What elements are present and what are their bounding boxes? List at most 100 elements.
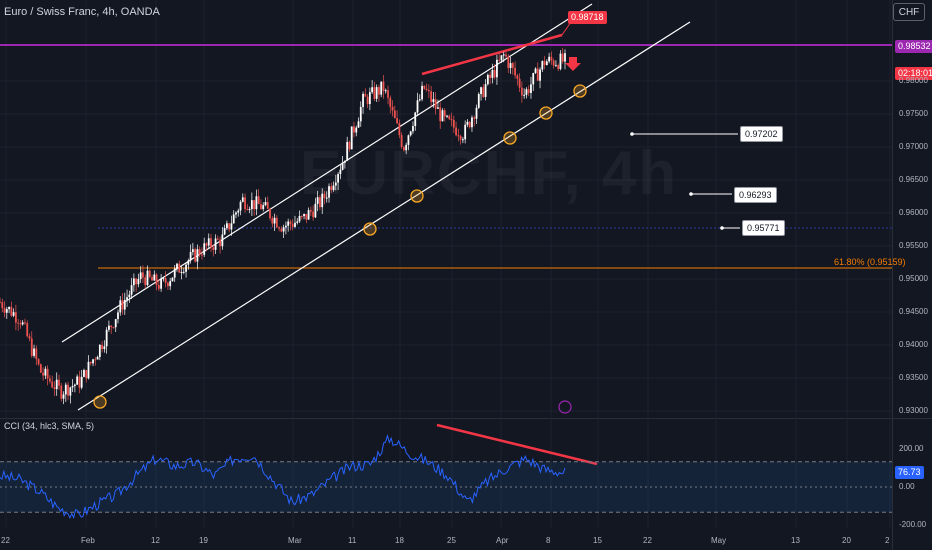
candle-body bbox=[73, 384, 76, 386]
candle-body bbox=[171, 277, 174, 282]
candle-body bbox=[146, 270, 149, 286]
candle-body bbox=[294, 222, 296, 227]
candle-body bbox=[246, 209, 249, 211]
candle-body bbox=[425, 88, 428, 90]
candle-body bbox=[278, 227, 280, 229]
touch-marker bbox=[410, 189, 424, 203]
time-tick: 8 bbox=[546, 536, 551, 545]
candle-body bbox=[500, 55, 503, 61]
candle-body bbox=[130, 285, 133, 295]
candle-body bbox=[123, 299, 126, 310]
candle-body bbox=[564, 53, 566, 62]
target-label-2[interactable]: 0.96293 bbox=[734, 187, 777, 203]
candle-body bbox=[176, 263, 178, 269]
candle-body bbox=[291, 224, 294, 227]
candle-body bbox=[475, 107, 478, 119]
candle-body bbox=[387, 90, 389, 98]
candle-body bbox=[144, 277, 147, 286]
price-tick: 0.95500 bbox=[899, 241, 928, 250]
candle-body bbox=[132, 278, 135, 286]
candle-body bbox=[173, 268, 176, 278]
cci-label[interactable]: CCI (34, hlc3, SMA, 5) bbox=[4, 421, 95, 431]
candle-body bbox=[3, 308, 6, 313]
candle-body bbox=[178, 263, 181, 273]
candle-body bbox=[455, 127, 457, 136]
candle-body bbox=[89, 361, 92, 364]
candle-body bbox=[237, 210, 240, 213]
target-label-3[interactable]: 0.95771 bbox=[742, 220, 785, 236]
currency-button[interactable]: CHF bbox=[893, 3, 925, 21]
cci-tick: 200.00 bbox=[899, 444, 924, 453]
candle-body bbox=[518, 78, 521, 88]
price-tick: 0.94000 bbox=[899, 340, 928, 349]
candle-body bbox=[323, 193, 326, 199]
candle-body bbox=[505, 54, 507, 57]
candle-body bbox=[269, 208, 271, 219]
candle-body bbox=[98, 344, 101, 357]
time-tick: 15 bbox=[593, 536, 602, 545]
candle-body bbox=[511, 63, 514, 68]
candle-body bbox=[393, 110, 396, 119]
candle-body bbox=[516, 75, 519, 79]
candle-body bbox=[371, 87, 374, 93]
target-dot bbox=[630, 132, 634, 136]
candle-body bbox=[559, 53, 562, 70]
candle-body bbox=[341, 162, 344, 170]
candle-body bbox=[207, 238, 210, 246]
candle-body bbox=[343, 160, 346, 163]
candle-body bbox=[33, 348, 35, 356]
candle-body bbox=[142, 272, 144, 278]
candle-body bbox=[375, 87, 378, 99]
target-dot bbox=[689, 192, 693, 196]
candle-body bbox=[353, 126, 355, 133]
candle-body bbox=[126, 297, 128, 300]
candle-body bbox=[391, 106, 394, 111]
candle-body bbox=[443, 110, 446, 117]
candle-body bbox=[239, 201, 242, 211]
time-tick: Apr bbox=[496, 536, 509, 545]
candle-body bbox=[412, 126, 414, 132]
candle-body bbox=[148, 270, 151, 277]
candle-body bbox=[441, 110, 444, 122]
candle-body bbox=[0, 302, 1, 304]
channel-lower-line bbox=[77, 21, 691, 411]
time-tick: 11 bbox=[348, 536, 357, 545]
candle-body bbox=[382, 81, 385, 91]
candle-body bbox=[464, 124, 467, 140]
candle-body bbox=[12, 312, 15, 316]
candle-body bbox=[275, 217, 278, 228]
candle-body bbox=[155, 274, 158, 286]
candle-body bbox=[214, 238, 217, 250]
candle-body bbox=[189, 252, 192, 261]
candle-body bbox=[85, 370, 88, 379]
candle-body bbox=[337, 174, 339, 183]
candle-body bbox=[83, 370, 85, 377]
candle-body bbox=[250, 200, 253, 210]
candle-body bbox=[137, 278, 140, 285]
candle-body bbox=[303, 214, 305, 217]
candle-body bbox=[182, 271, 185, 273]
symbol-title[interactable]: Euro / Swiss Franc, 4h, OANDA bbox=[4, 6, 160, 18]
candle-body bbox=[452, 119, 455, 128]
candle-body bbox=[432, 99, 435, 103]
candle-body bbox=[439, 107, 442, 122]
candle-body bbox=[96, 356, 99, 360]
level-price-tag: 0.98532 bbox=[895, 40, 932, 53]
candle-body bbox=[539, 69, 541, 81]
candle-body bbox=[305, 214, 308, 220]
candle-body bbox=[359, 106, 362, 122]
candle-body bbox=[486, 74, 489, 85]
candle-body bbox=[196, 249, 199, 262]
time-tick: 13 bbox=[791, 536, 800, 545]
time-tick: 22 bbox=[643, 536, 652, 545]
time-tick: 2 bbox=[885, 536, 890, 545]
candle-body bbox=[169, 281, 172, 287]
price-tick: 0.93000 bbox=[899, 406, 928, 415]
target-label-1[interactable]: 0.97202 bbox=[740, 126, 783, 142]
candle-body bbox=[51, 381, 54, 388]
candle-body bbox=[285, 225, 287, 228]
candle-body bbox=[398, 123, 401, 136]
tag-connector bbox=[561, 21, 572, 36]
